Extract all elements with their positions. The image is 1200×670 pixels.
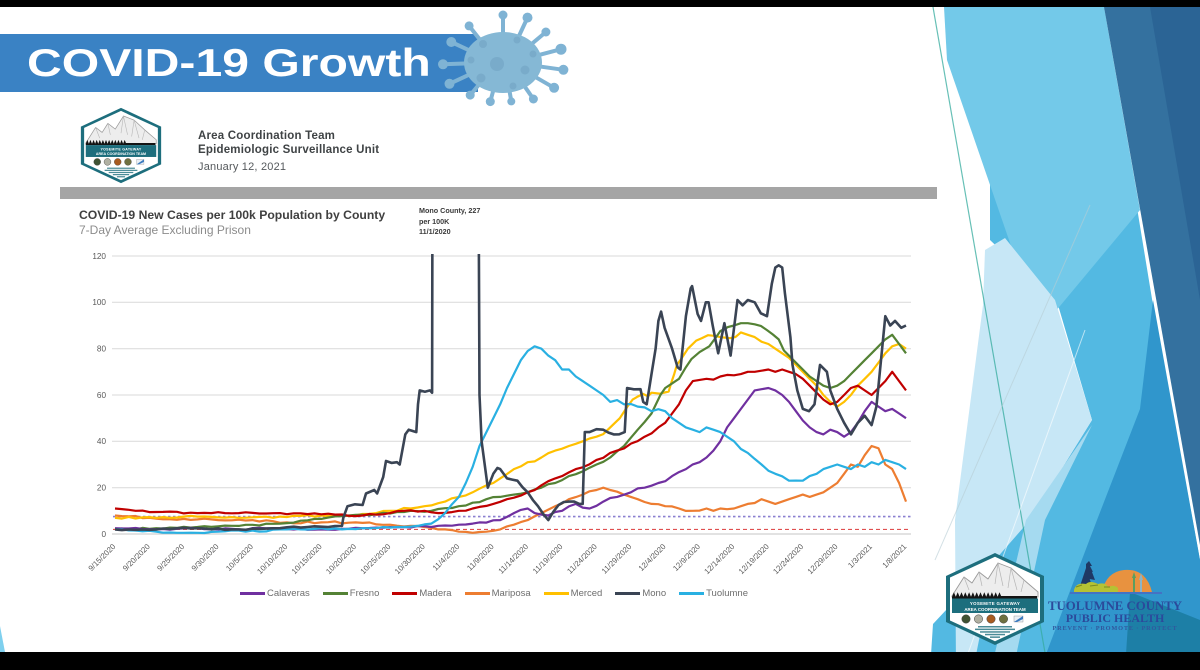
svg-text:12/4/2020: 12/4/2020 [637,542,668,573]
svg-text:12/14/2020: 12/14/2020 [702,542,736,576]
svg-text:YOSEMITE GATEWAY: YOSEMITE GATEWAY [970,601,1020,606]
svg-text:20: 20 [97,484,107,493]
svg-text:11/24/2020: 11/24/2020 [565,542,599,576]
svg-text:120: 120 [92,252,106,261]
svg-text:9/30/2020: 9/30/2020 [190,542,221,573]
svg-text:80: 80 [97,345,107,354]
svg-text:9/20/2020: 9/20/2020 [121,542,152,573]
svg-text:60: 60 [97,391,107,400]
svg-text:12/29/2020: 12/29/2020 [806,542,840,576]
svg-text:1/3/2021: 1/3/2021 [846,542,874,570]
svg-text:10/15/2020: 10/15/2020 [290,542,324,576]
svg-text:11/4/2020: 11/4/2020 [431,542,462,573]
svg-text:40: 40 [97,437,107,446]
svg-text:10/10/2020: 10/10/2020 [255,542,289,576]
svg-text:11/29/2020: 11/29/2020 [600,542,634,576]
svg-text:10/30/2020: 10/30/2020 [393,542,427,576]
svg-text:9/15/2020: 9/15/2020 [87,542,118,573]
svg-text:10/5/2020: 10/5/2020 [224,542,255,573]
svg-text:10/20/2020: 10/20/2020 [324,542,358,576]
svg-text:12/9/2020: 12/9/2020 [671,542,702,573]
svg-text:10/25/2020: 10/25/2020 [359,542,393,576]
svg-text:11/9/2020: 11/9/2020 [465,542,496,573]
svg-text:100: 100 [92,298,106,307]
svg-text:AREA COORDINATION TEAM: AREA COORDINATION TEAM [96,152,146,156]
svg-text:9/25/2020: 9/25/2020 [155,542,186,573]
svg-text:YOSEMITE GATEWAY: YOSEMITE GATEWAY [100,147,141,151]
svg-text:AREA COORDINATION TEAM: AREA COORDINATION TEAM [964,607,1026,612]
svg-text:11/14/2020: 11/14/2020 [497,542,531,576]
svg-text:12/24/2020: 12/24/2020 [771,542,805,576]
svg-text:12/19/2020: 12/19/2020 [737,542,771,576]
svg-text:1/8/2021: 1/8/2021 [881,542,909,570]
svg-text:0: 0 [101,530,106,539]
svg-text:11/19/2020: 11/19/2020 [531,542,565,576]
